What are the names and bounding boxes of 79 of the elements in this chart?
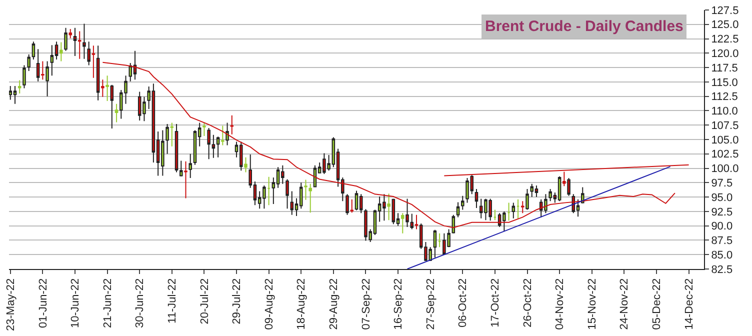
candlestick (46, 60, 49, 97)
candlestick (188, 153, 192, 179)
x-tick-label: 18-Aug-22 (296, 278, 308, 330)
x-tick-label: 30-Jun-22 (134, 278, 146, 328)
candlestick (392, 198, 396, 225)
candlestick (64, 27, 68, 52)
candlestick (512, 202, 516, 219)
y-tick-label: 107.5 (711, 120, 739, 132)
y-tick-label: 120.0 (711, 48, 739, 60)
candlestick (9, 85, 12, 100)
candlestick (184, 160, 188, 199)
candlestick (230, 114, 234, 135)
x-tick-label: 10-Jun-22 (70, 278, 82, 328)
candlestick (558, 176, 562, 202)
x-tick-label: 06-Oct-22 (457, 278, 470, 328)
candlestick (78, 30, 82, 60)
x-tick-label: 27-Sep-22 (424, 278, 437, 330)
x-tick-label: 05-Dec-22 (651, 278, 664, 330)
x-tick-label: 14-Dec-22 (683, 278, 696, 330)
candlestick (106, 75, 109, 102)
candlestick (304, 179, 308, 200)
y-tick-label: 125.0 (711, 19, 739, 32)
candlestick (244, 156, 248, 173)
x-tick-label: 21-Jun-22 (102, 278, 114, 328)
y-tick-label: 85.0 (711, 249, 733, 262)
y-tick-label: 100.0 (711, 163, 739, 176)
y-tick-label: 117.5 (711, 62, 738, 74)
x-tick-label: 11-Jul-22 (166, 278, 178, 324)
x-tick-label: 15-Nov-22 (586, 278, 598, 330)
candlestick (474, 188, 478, 208)
y-tick-label: 112.5 (711, 91, 738, 104)
candlestick (526, 188, 529, 210)
candlestick (68, 28, 72, 39)
y-tick-label: 95.0 (711, 192, 733, 204)
candlestick (22, 64, 26, 89)
candlestick (387, 193, 390, 221)
candlestick (308, 183, 312, 214)
x-tick-label: 29-Jul-22 (231, 278, 244, 324)
candlestick (13, 85, 17, 104)
y-tick-label: 92.5 (711, 206, 733, 218)
y-tick-label: 115.0 (711, 76, 738, 89)
x-tick-label: 26-Oct-22 (522, 278, 534, 328)
y-tick-label: 105.0 (711, 134, 739, 146)
candlestick (286, 178, 289, 210)
y-tick-label: 110.0 (711, 106, 738, 118)
x-tick-label: 07-Sep-22 (360, 278, 372, 330)
y-tick-label: 87.5 (711, 235, 733, 248)
candlestick (110, 84, 114, 130)
candlestick (493, 209, 497, 221)
x-tick-label: 04-Nov-22 (554, 278, 566, 330)
candlestick (18, 80, 22, 94)
x-tick-label: 29-Aug-22 (328, 278, 340, 330)
candlestick (290, 190, 294, 216)
candlestick (73, 27, 77, 57)
text: Brent Crude - Daily Candles (485, 18, 684, 35)
candlestick (202, 122, 206, 137)
x-tick-label: 17-Oct-22 (490, 278, 502, 328)
candlestick (456, 202, 460, 218)
candlestick (82, 23, 86, 60)
candlestick (50, 44, 54, 76)
candlestick (438, 232, 442, 248)
x-tick-label: 09-Aug-22 (263, 278, 276, 330)
y-tick-label: 90.0 (711, 220, 733, 233)
candlestick (359, 194, 363, 214)
candlestick (60, 42, 63, 62)
candlestick (516, 198, 520, 219)
y-tick-label: 127.5 (711, 4, 739, 17)
x-tick-label: 16-Sep-22 (392, 278, 405, 330)
y-tick-label: 122.5 (711, 34, 739, 46)
candlestick (433, 229, 437, 258)
y-tick-label: 102.5 (711, 148, 739, 161)
x-tick-label: 24-Nov-22 (618, 278, 631, 330)
x-tick-label: 23-May-22 (4, 278, 17, 331)
candlestick (461, 195, 464, 210)
candlestick (521, 200, 524, 214)
x-tick-label: 20-Jul-22 (198, 278, 211, 324)
y-tick-label: 82.5 (711, 264, 733, 276)
y-tick-label: 97.5 (711, 178, 733, 190)
x-tick-label: 01-Jun-22 (37, 278, 50, 328)
